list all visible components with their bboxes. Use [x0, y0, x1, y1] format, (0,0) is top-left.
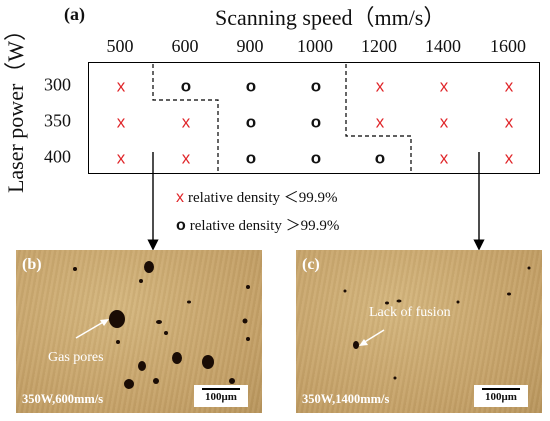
low-density-mark: x	[181, 148, 191, 168]
x-axis-title: Scanning speed（mm/s）	[215, 5, 446, 30]
lack-of-fusion-drawing	[343, 266, 531, 380]
speed-label: 1600	[490, 36, 526, 56]
legend-o-symbol: o	[176, 217, 186, 234]
low-density-mark: x	[439, 112, 449, 132]
speed-label: 600	[171, 36, 199, 56]
low-density-mark: x	[181, 112, 191, 132]
panel-b-caption: 350W,600mm/s	[22, 392, 104, 406]
power-label: 350	[44, 110, 71, 131]
panel-c-scale-line	[482, 388, 520, 390]
gas-pores-drawing	[73, 261, 250, 389]
high-density-mark: o	[374, 148, 386, 168]
panel-b-scale-text: 100μm	[205, 391, 237, 403]
low-density-mark: x	[439, 76, 449, 96]
panel-b-scale-bar: 100μm	[194, 385, 248, 407]
low-density-mark: x	[504, 112, 514, 132]
panel-c-caption: 350W,1400mm/s	[302, 392, 390, 406]
legend-x-symbol: x	[176, 189, 184, 206]
low-density-mark: x	[504, 148, 514, 168]
legend-o-text: relative density ＞99.9%	[189, 218, 340, 234]
speed-label: 500	[106, 36, 134, 56]
speed-label: 1400	[425, 36, 461, 56]
low-density-mark: x	[116, 148, 126, 168]
panel-a-label: (a)	[64, 4, 85, 24]
speed-label: 1000	[297, 36, 333, 56]
high-density-mark: o	[245, 76, 257, 96]
micrograph-b: (b) Gas pores 350W,600mm/s 100μm	[16, 250, 262, 413]
low-density-mark: x	[116, 76, 126, 96]
high-density-mark: o	[245, 148, 257, 168]
high-density-mark: o	[245, 112, 257, 132]
legend-x: x relative density ＜99.9%	[176, 186, 338, 207]
high-density-mark: o	[310, 112, 322, 132]
dense-region-boundary-left	[152, 64, 219, 172]
speed-label: 1200	[361, 36, 397, 56]
gas-pores-annotation: Gas pores	[48, 350, 104, 365]
low-density-mark: x	[504, 76, 514, 96]
dense-region-boundary-right	[345, 64, 412, 172]
power-label: 300	[44, 74, 71, 95]
low-density-mark: x	[116, 112, 126, 132]
panel-c-label: (c)	[302, 256, 320, 273]
legend-x-text: relative density ＜99.9%	[188, 190, 338, 206]
legend-o: o relative density ＞99.9%	[176, 214, 339, 235]
high-density-mark: o	[310, 148, 322, 168]
panel-c-scale-text: 100μm	[485, 391, 517, 403]
panel-b-scale-line	[202, 388, 240, 390]
micrograph-c: (c) Lack of fusion 350W,1400mm/s 100μm	[296, 250, 542, 413]
low-density-mark: x	[439, 148, 449, 168]
power-label: 400	[44, 146, 71, 167]
high-density-mark: o	[180, 76, 192, 96]
lack-of-fusion-annotation: Lack of fusion	[369, 305, 451, 320]
low-density-mark: x	[375, 76, 385, 96]
panel-c-scale-bar: 100μm	[474, 385, 528, 407]
panel-b-label: (b)	[22, 256, 42, 273]
low-density-mark: x	[375, 112, 385, 132]
speed-label: 900	[236, 36, 264, 56]
high-density-mark: o	[310, 76, 322, 96]
